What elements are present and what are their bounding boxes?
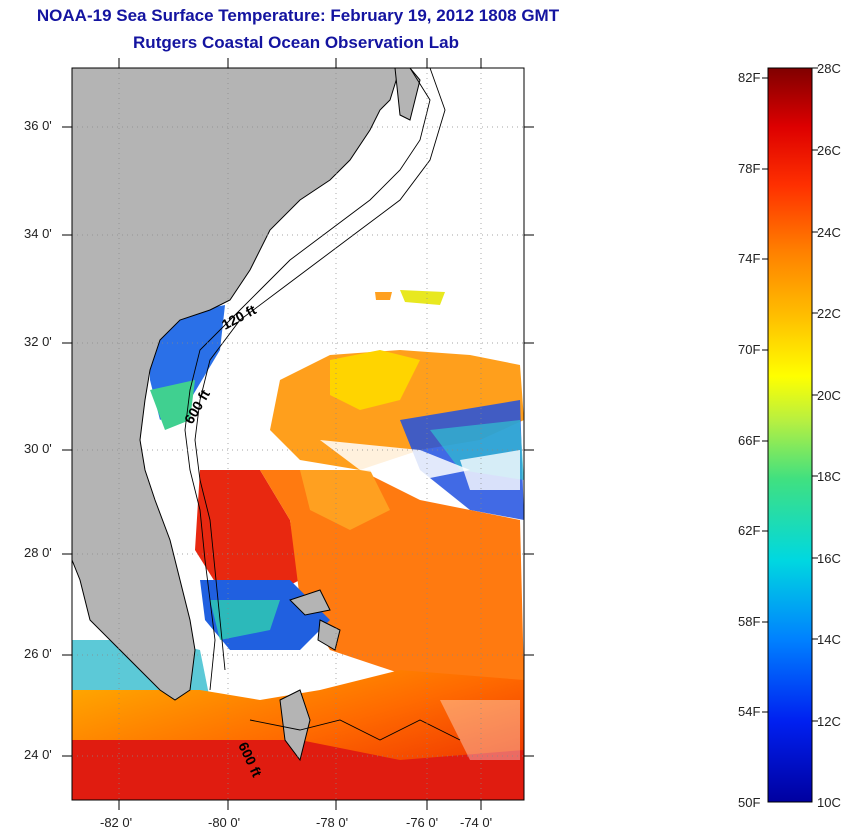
cbar-f-78: 78F (738, 161, 761, 176)
map-frame (71, 67, 525, 801)
sst-patch-small-yellow (400, 290, 445, 305)
cbar-f-66: 66F (738, 433, 761, 448)
island-grand-bahama (289, 589, 331, 616)
sst-patch-green (150, 380, 195, 430)
lat-label-28: 28 0' (24, 545, 52, 560)
graticule (72, 68, 524, 800)
lon-label-80: -80 0' (208, 815, 241, 830)
lat-label-36: 36 0' (24, 118, 52, 133)
sst-patch-teal (210, 600, 280, 640)
lon-label-82: -82 0' (100, 815, 133, 830)
cbar-c-20: 20C (817, 388, 841, 403)
map-title: NOAA-19 Sea Surface Temperature: Februar… (36, 6, 560, 25)
sst-patch-orange (300, 470, 390, 530)
contour-600ft (194, 68, 446, 671)
sst-patch-gulfstream (195, 470, 300, 600)
land-layer (72, 68, 421, 762)
cbar-f-74: 74F (738, 251, 761, 266)
mainland-north-america (72, 68, 401, 701)
map-ticks (62, 58, 534, 810)
cbar-f-54: 54F (738, 704, 761, 719)
cbar-f-50: 50F (738, 795, 761, 810)
cloud-gap-2 (460, 450, 520, 490)
cbar-c-18: 18C (817, 469, 841, 484)
map-subtitle: Rutgers Coastal Ocean Observation Lab (133, 33, 459, 52)
sst-patch-small-orange (375, 292, 392, 300)
colorbar-ticks (762, 67, 818, 722)
cbar-c-10: 10C (817, 795, 841, 810)
cbar-c-24: 24C (817, 225, 841, 240)
cbar-c-28: 28C (817, 61, 841, 76)
sst-patch-caribbean (72, 740, 524, 800)
lat-label-30: 30 0' (24, 441, 52, 456)
sst-patch-yellow (330, 350, 420, 410)
cbar-c-14: 14C (817, 632, 841, 647)
cbar-c-12: 12C (817, 714, 841, 729)
outer-banks (394, 68, 421, 121)
colorbar-gradient (767, 67, 813, 803)
cbar-c-16: 16C (817, 551, 841, 566)
lat-label-34: 34 0' (24, 226, 52, 241)
island-andros (279, 689, 311, 762)
contour-120ft (184, 68, 431, 691)
cbar-f-62: 62F (738, 523, 761, 538)
cbar-f-70: 70F (738, 342, 761, 357)
cbar-c-26: 26C (817, 143, 841, 158)
cloud-gap-3 (440, 700, 520, 760)
lat-label-26: 26 0' (24, 646, 52, 661)
lat-label-24: 24 0' (24, 747, 52, 762)
lon-label-78: -78 0' (316, 815, 349, 830)
island-abaco (317, 619, 341, 651)
cbar-c-22: 22C (817, 306, 841, 321)
cbar-f-82: 82F (738, 70, 761, 85)
lon-label-76: -76 0' (406, 815, 439, 830)
cbar-f-58: 58F (738, 614, 761, 629)
lat-label-32: 32 0' (24, 334, 52, 349)
lon-label-74: -74 0' (460, 815, 493, 830)
